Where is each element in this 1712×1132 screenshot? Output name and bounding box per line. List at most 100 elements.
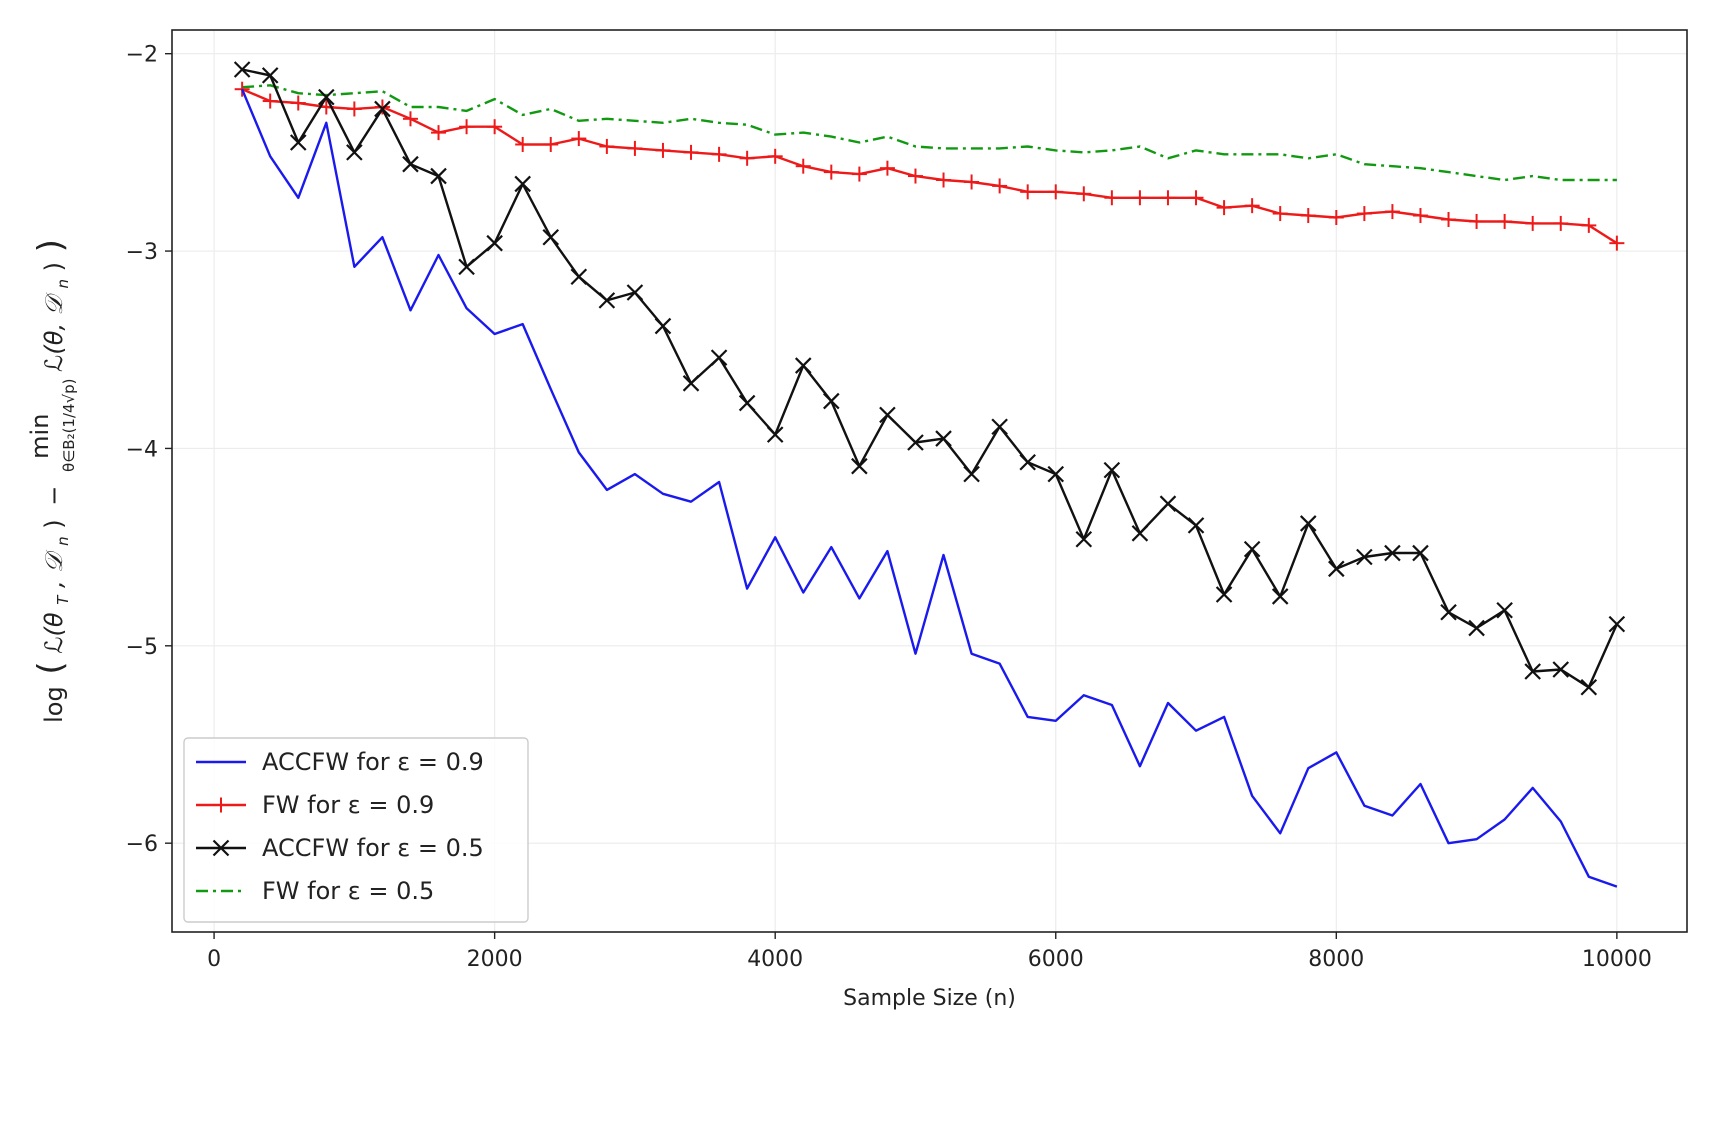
series-1-point-13 (599, 138, 615, 154)
series-1-point-26 (964, 174, 980, 190)
series-2-point-1 (261, 67, 279, 84)
series-2-point-8 (458, 258, 475, 276)
legend-marker-2 (212, 839, 230, 857)
series-1-point-36 (1244, 198, 1260, 214)
series-1-point-12 (571, 131, 587, 147)
series-2-point-0 (233, 61, 251, 78)
series-2-point-27 (991, 418, 1008, 435)
series-2-point-38 (1299, 515, 1317, 532)
series-1-point-8 (459, 119, 475, 135)
y-axis-term1-close: ) (40, 519, 68, 528)
series-1-point-4 (346, 101, 362, 117)
series-1-point-22 (851, 166, 867, 182)
legend-item-1: FW for ε = 0.9 (196, 791, 434, 819)
y-axis-min-sub: θ∈B₂(1/4√p) (60, 378, 78, 471)
series-2-point-7 (430, 167, 447, 185)
series-1-point-6 (402, 111, 418, 127)
x-tick-label-5: 10000 (1582, 947, 1652, 972)
y-axis-title: log ( ℒ(θ T , 𝒟 n ) − θ∈B₂(1/4√p) min ℒ(… (26, 239, 80, 723)
series-2-point-3 (318, 88, 335, 106)
series-2-point-2 (289, 134, 307, 151)
series-line-1 (241, 88, 1618, 245)
series-2-point-5 (374, 100, 391, 118)
y-tick-label-1: −3 (126, 240, 158, 265)
series-1 (234, 81, 1625, 251)
series-1-point-45 (1497, 213, 1513, 229)
legend: ACCFW for ε = 0.9 FW for ε = 0.9 ACCFW for… (183, 737, 529, 923)
y-axis-term1-tail: , 𝒟 (40, 549, 68, 588)
y-axis-minus: − (40, 486, 68, 506)
series-2-point-18 (738, 394, 756, 412)
series-1-point-5 (374, 99, 390, 115)
x-tick-label-1: 2000 (467, 947, 523, 972)
y-axis-term2-close: ) (40, 262, 68, 271)
series-1-point-33 (1160, 190, 1176, 206)
y-axis-term1-sub2: n (54, 536, 72, 546)
series-1-point-39 (1328, 210, 1344, 226)
series-2-point-12 (570, 268, 588, 285)
ticks: 0 2000 4000 6000 8000 10000 −2 −3 −4 −5 −6 (126, 43, 1652, 972)
series-1-point-34 (1188, 190, 1204, 206)
series-1-point-15 (655, 142, 671, 158)
series-1-point-7 (431, 125, 447, 141)
series-1-point-29 (1048, 184, 1064, 200)
series-1-point-37 (1272, 206, 1288, 222)
series-1-point-11 (543, 136, 559, 152)
series-1-point-19 (767, 148, 783, 164)
series-2-point-14 (626, 284, 644, 301)
series-2-point-9 (486, 234, 503, 252)
series-2-point-40 (1356, 548, 1373, 566)
x-tick-label-0: 0 (207, 947, 221, 972)
y-tick-label-2: −4 (126, 437, 158, 462)
series-2-point-16 (682, 375, 700, 392)
series-1-point-9 (487, 119, 503, 135)
y-tick-label-4: −6 (126, 832, 158, 857)
series-1-point-20 (795, 158, 811, 174)
y-axis-term2: ℒ(θ, 𝒟 (40, 291, 68, 372)
legend-item-3: FW for ε = 0.5 (196, 877, 434, 905)
series-2-point-10 (514, 175, 531, 193)
series-1-point-32 (1132, 190, 1148, 206)
series-0 (240, 88, 1618, 888)
series-2-point-37 (1271, 588, 1289, 605)
legend-label-2: ACCFW for ε = 0.5 (262, 834, 484, 862)
series-1-point-21 (823, 164, 839, 180)
series-1-point-40 (1356, 206, 1372, 222)
series-2 (233, 61, 1626, 696)
series-2-point-44 (1468, 619, 1485, 637)
legend-label-1: FW for ε = 0.9 (262, 791, 434, 819)
series-1-point-10 (515, 136, 531, 152)
series-2-point-47 (1552, 661, 1570, 678)
series-2-point-42 (1412, 544, 1429, 562)
series-2-point-33 (1159, 495, 1177, 512)
series-1-point-18 (739, 150, 755, 166)
series-1-point-49 (1609, 235, 1625, 251)
series-2-point-11 (542, 228, 560, 246)
series-2-point-43 (1440, 603, 1457, 621)
series-2-point-34 (1187, 517, 1205, 534)
series-2-point-39 (1328, 560, 1345, 578)
series-2-point-21 (823, 392, 840, 410)
x-tick-label-3: 6000 (1028, 947, 1084, 972)
series-1-point-23 (879, 160, 895, 176)
series-layer (233, 61, 1626, 888)
y-tick-label-0: −2 (126, 43, 158, 68)
series-2-point-4 (346, 144, 363, 161)
x-tick-label-4: 8000 (1308, 947, 1364, 972)
series-2-point-6 (402, 155, 419, 173)
series-2-point-36 (1243, 540, 1261, 558)
series-2-point-28 (1019, 453, 1036, 471)
legend-marker-1 (213, 797, 229, 813)
series-2-point-25 (935, 430, 952, 447)
x-axis-title: Sample Size (n) (843, 986, 1016, 1011)
series-2-point-19 (766, 426, 784, 443)
series-1-point-27 (992, 178, 1008, 194)
series-1-point-1 (262, 93, 278, 109)
series-line-0 (240, 88, 1618, 888)
legend-label-3: FW for ε = 0.5 (262, 877, 434, 905)
series-1-point-47 (1553, 215, 1569, 231)
series-3 (242, 84, 1617, 182)
legend-box (183, 737, 529, 923)
series-1-point-31 (1104, 190, 1120, 206)
